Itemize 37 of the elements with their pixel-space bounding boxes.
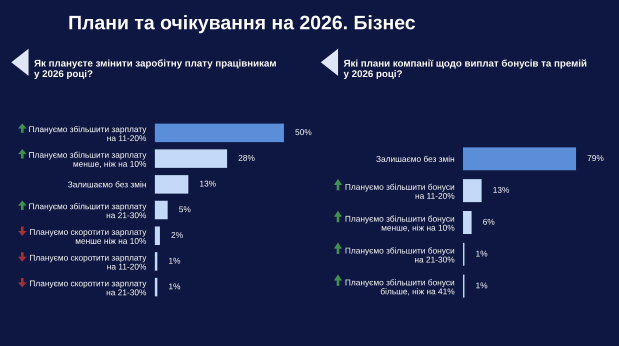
bar — [154, 124, 284, 142]
y-tick-label: Плануємо збільшити бонуси менше, ніж на 10% — [346, 216, 454, 232]
y-tick-label: Плануємо збільшити зарплату на 21-30% — [29, 203, 146, 218]
data-label: 50% — [295, 129, 312, 136]
data-label: 1% — [476, 282, 488, 288]
y-tick-label: Плануємо скоротити зарплату менше ніж на 10% — [30, 229, 146, 244]
bar — [154, 226, 160, 245]
data-label: 1% — [476, 250, 488, 257]
bar — [463, 211, 472, 234]
y-tick-label: Плануємо збільшити бонуси на 21-30% — [346, 247, 454, 263]
bar — [154, 175, 188, 194]
y-tick-label: Залишаємо без змін — [376, 156, 454, 162]
bar — [154, 278, 158, 296]
y-tick-label: Плануємо збільшити бонуси більше, ніж на 41% — [346, 279, 454, 296]
bar — [463, 179, 482, 202]
chart-title: Які плани компанії щодо виплат бонусів та премій у 2026 році? — [344, 59, 586, 80]
text: Плани та очікування на 2026. Бізнес — [69, 15, 416, 34]
y-tick-label: Плануємо скоротити зарплату на 21-30% — [30, 280, 146, 296]
y-tick-label: Плануємо скоротити зарплату на 11-20% — [30, 254, 146, 270]
chart-title: Як плануєте змінити заробітну плату працівникам у 2026 році? — [34, 59, 276, 80]
data-label: 2% — [171, 232, 183, 238]
y-tick-label: Залишаємо без змін — [68, 181, 146, 188]
data-label: 5% — [179, 206, 191, 212]
bar — [154, 252, 158, 271]
bar — [154, 149, 228, 168]
y-tick-label: Плануємо збільшити бонуси на 11-20% — [346, 184, 454, 199]
data-label: 6% — [483, 218, 494, 225]
data-label: 28% — [238, 154, 255, 161]
data-label: 13% — [200, 180, 216, 187]
y-tick-label: Плануємо збільшити зарплату менше, ніж на 10% — [29, 152, 146, 168]
bar — [463, 147, 576, 170]
data-label: 1% — [169, 284, 180, 290]
y-tick-label: Плануємо збільшити зарплату на 11-20% — [29, 126, 146, 142]
data-label: 1% — [169, 258, 180, 264]
data-label: 79% — [588, 155, 604, 162]
data-label: 13% — [493, 186, 510, 193]
bar — [154, 200, 168, 220]
